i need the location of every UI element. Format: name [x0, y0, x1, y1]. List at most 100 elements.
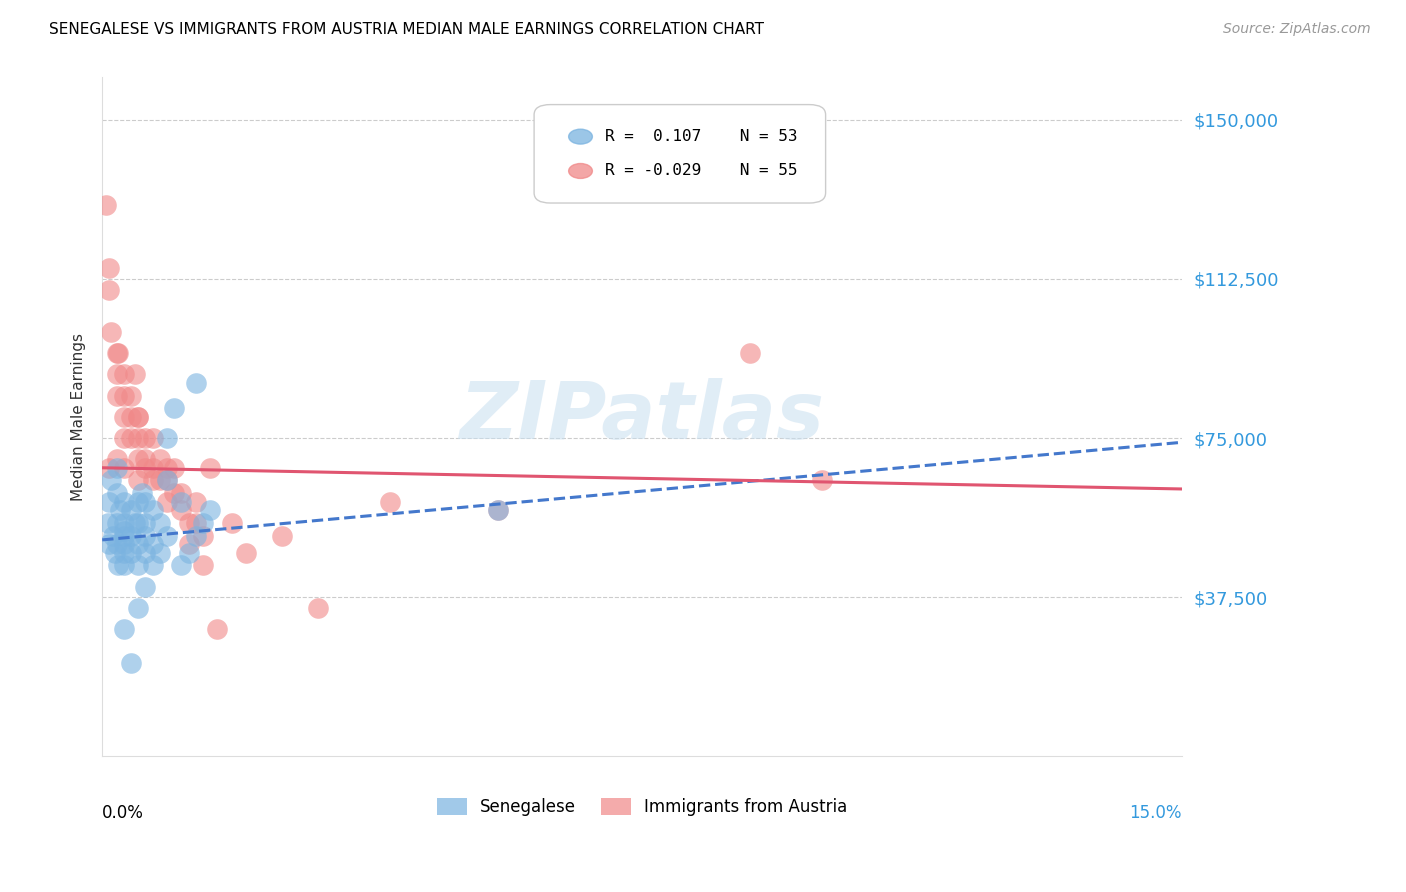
Point — [124, 368, 146, 382]
Point — [112, 524, 135, 539]
Point — [191, 558, 214, 573]
Point — [105, 389, 128, 403]
Point — [156, 474, 179, 488]
Point — [142, 474, 165, 488]
Point — [177, 516, 200, 530]
Point — [98, 537, 121, 551]
Point — [101, 528, 124, 542]
Point — [98, 261, 121, 276]
Point — [120, 546, 142, 560]
Point — [486, 503, 509, 517]
Point — [105, 516, 128, 530]
Point — [127, 409, 149, 424]
Point — [149, 546, 172, 560]
Point — [156, 460, 179, 475]
Circle shape — [568, 129, 592, 145]
Text: 0.0%: 0.0% — [103, 804, 143, 822]
Point — [134, 546, 156, 560]
FancyBboxPatch shape — [534, 104, 825, 203]
Point — [127, 558, 149, 573]
Point — [198, 503, 221, 517]
Point — [149, 516, 172, 530]
Point — [811, 474, 834, 488]
Point — [184, 376, 207, 390]
Point — [134, 460, 156, 475]
Point — [98, 283, 121, 297]
Point — [163, 401, 186, 416]
Point — [156, 474, 179, 488]
Point — [127, 537, 149, 551]
Point — [112, 558, 135, 573]
Text: R =  0.107    N = 53: R = 0.107 N = 53 — [606, 129, 797, 145]
Text: SENEGALESE VS IMMIGRANTS FROM AUSTRIA MEDIAN MALE EARNINGS CORRELATION CHART: SENEGALESE VS IMMIGRANTS FROM AUSTRIA ME… — [49, 22, 765, 37]
Text: Source: ZipAtlas.com: Source: ZipAtlas.com — [1223, 22, 1371, 37]
Point — [105, 346, 128, 360]
Point — [191, 528, 214, 542]
Point — [134, 528, 156, 542]
Point — [149, 452, 172, 467]
Point — [142, 503, 165, 517]
Point — [142, 460, 165, 475]
Point — [191, 516, 214, 530]
Point — [107, 558, 129, 573]
Point — [120, 431, 142, 445]
Point — [307, 600, 329, 615]
Point — [97, 516, 120, 530]
Point — [170, 503, 193, 517]
Point — [156, 494, 179, 508]
Point — [120, 409, 142, 424]
Point — [271, 528, 294, 542]
Point — [149, 474, 172, 488]
Point — [112, 528, 135, 542]
Point — [105, 537, 128, 551]
Point — [100, 325, 122, 339]
Point — [127, 431, 149, 445]
Point — [177, 546, 200, 560]
Point — [104, 546, 127, 560]
Point — [184, 528, 207, 542]
Point — [134, 431, 156, 445]
Point — [177, 537, 200, 551]
Point — [108, 503, 131, 517]
Point — [170, 486, 193, 500]
Point — [120, 503, 142, 517]
Legend: Senegalese, Immigrants from Austria: Senegalese, Immigrants from Austria — [430, 791, 855, 822]
Point — [105, 486, 128, 500]
Point — [127, 474, 149, 488]
Point — [127, 494, 149, 508]
Point — [105, 368, 128, 382]
Point — [127, 409, 149, 424]
Point — [170, 494, 193, 508]
Point — [127, 452, 149, 467]
Point — [105, 460, 128, 475]
Point — [170, 558, 193, 573]
Point — [120, 389, 142, 403]
Point — [100, 474, 122, 488]
Point — [112, 460, 135, 475]
Point — [221, 516, 243, 530]
Point — [120, 656, 142, 670]
Y-axis label: Median Male Earnings: Median Male Earnings — [72, 333, 86, 500]
Point — [112, 546, 135, 560]
Point — [738, 346, 761, 360]
Point — [112, 389, 135, 403]
Point — [163, 486, 186, 500]
Point — [184, 494, 207, 508]
Point — [127, 600, 149, 615]
Point — [134, 516, 156, 530]
Point — [105, 452, 128, 467]
Point — [112, 494, 135, 508]
Point — [156, 431, 179, 445]
Text: 15.0%: 15.0% — [1129, 804, 1182, 822]
Point — [198, 460, 221, 475]
Point — [94, 198, 117, 212]
Point — [112, 409, 135, 424]
Point — [112, 537, 135, 551]
Point — [486, 503, 509, 517]
Point — [112, 622, 135, 636]
Point — [134, 580, 156, 594]
Point — [156, 528, 179, 542]
Point — [163, 460, 186, 475]
Point — [184, 516, 207, 530]
Point — [120, 528, 142, 542]
